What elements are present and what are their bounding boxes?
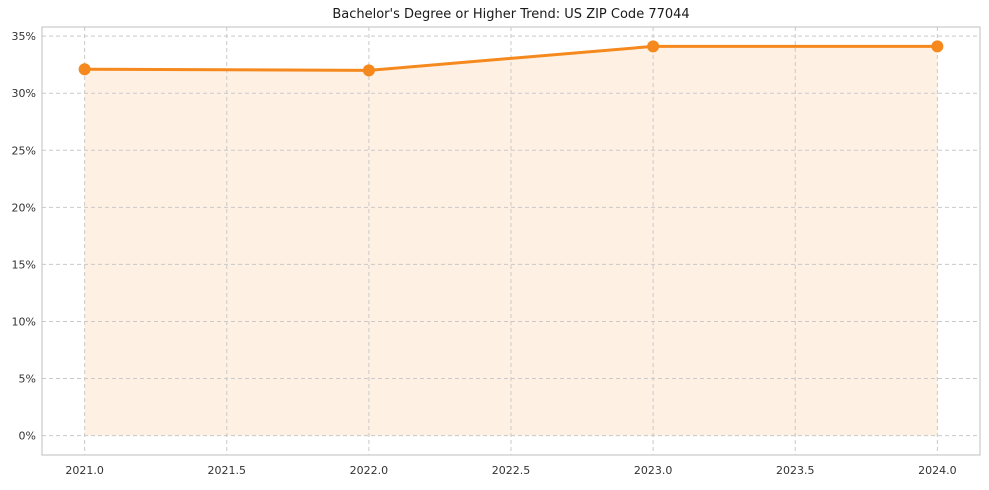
y-tick-label: 30%	[12, 87, 36, 100]
x-tick-label: 2023.0	[634, 464, 673, 477]
y-tick-label: 35%	[12, 30, 36, 43]
trend-line	[83, 44, 939, 72]
x-tick-label: 2022.5	[492, 464, 531, 477]
data-point-marker	[362, 64, 375, 77]
y-tick-label: 20%	[12, 201, 36, 214]
y-tick-label: 10%	[12, 315, 36, 328]
data-point-marker	[78, 63, 91, 76]
x-tick-label: 2022.0	[350, 464, 389, 477]
x-tick-label: 2023.5	[776, 464, 815, 477]
data-point-marker	[931, 40, 944, 53]
y-tick-label: 0%	[19, 430, 36, 443]
y-tick-label: 5%	[19, 373, 36, 386]
x-tick-label: 2021.5	[208, 464, 247, 477]
plot-border	[41, 26, 981, 456]
y-tick-label: 25%	[12, 144, 36, 157]
data-point-marker	[647, 40, 660, 53]
y-tick-label: 15%	[12, 258, 36, 271]
chart-title: Bachelor's Degree or Higher Trend: US ZI…	[332, 7, 690, 22]
x-tick-label: 2021.0	[65, 464, 104, 477]
x-tick-label: 2024.0	[918, 464, 957, 477]
